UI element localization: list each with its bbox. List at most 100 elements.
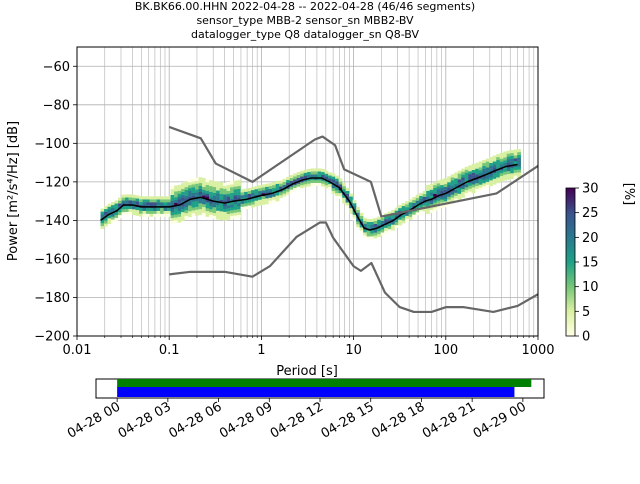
heatmap-cell <box>198 200 203 204</box>
coverage-tick-label: 04-28 12 <box>268 399 326 441</box>
heatmap-cell <box>216 184 220 188</box>
heatmap-cell <box>510 155 514 159</box>
heatmap-cell <box>440 179 444 183</box>
heatmap-cell <box>121 194 126 198</box>
heatmap-cell <box>223 185 227 189</box>
heatmap-cell <box>195 186 199 190</box>
heatmap-cell <box>202 189 206 193</box>
heatmap-cell <box>128 200 133 204</box>
heatmap-cell <box>496 157 500 161</box>
heatmap-cell <box>471 175 476 179</box>
heatmap-cell <box>174 199 178 204</box>
heatmap-cell <box>191 178 196 182</box>
heatmap-cell <box>230 181 234 185</box>
heatmap-cell <box>107 218 112 222</box>
heatmap-cell <box>219 199 224 203</box>
heatmap-cell <box>513 172 518 176</box>
heatmap-cell <box>216 190 220 194</box>
heatmap-cell <box>184 195 189 199</box>
heatmap-cell <box>387 228 392 233</box>
heatmap-cell <box>454 192 458 196</box>
heatmap-cell <box>226 202 231 206</box>
heatmap-cell <box>167 202 171 206</box>
heatmap-cell <box>468 191 472 195</box>
heatmap-cell <box>177 219 182 223</box>
heatmap-cell <box>163 213 168 217</box>
heatmap-cell <box>174 211 178 215</box>
heatmap-cell <box>450 194 455 198</box>
heatmap-cell <box>408 205 413 209</box>
heatmap-cell <box>450 177 455 181</box>
heatmap-cell <box>307 171 311 175</box>
heatmap-cell <box>356 224 360 228</box>
coverage-tick-label: 04-29 00 <box>471 399 529 441</box>
heatmap-cell <box>429 189 434 193</box>
heatmap-cell <box>177 199 182 203</box>
heatmap-cell <box>338 181 343 185</box>
heatmap-cell <box>380 220 385 224</box>
heatmap-cell <box>212 198 217 202</box>
heatmap-cell <box>181 185 185 190</box>
heatmap-cell <box>443 178 448 182</box>
heatmap-cell <box>429 209 434 213</box>
heatmap-cell <box>135 212 140 216</box>
heatmap-cell <box>265 201 269 205</box>
heatmap-cell <box>335 181 339 185</box>
heatmap-cell <box>160 202 164 206</box>
y-axis: −200 −180 −160 −140 −120 −100 −80 −60 <box>34 60 77 345</box>
heatmap-cell <box>499 173 504 177</box>
heatmap-cell <box>153 207 157 211</box>
heatmap-cell <box>310 179 315 184</box>
heatmap-cell <box>405 207 409 211</box>
heatmap-cell <box>205 179 210 183</box>
heatmap-cell <box>468 174 472 178</box>
heatmap-cell <box>324 170 329 174</box>
heatmap-cell <box>499 155 504 159</box>
heatmap-cell <box>153 213 157 217</box>
heatmap-cell <box>464 186 469 191</box>
y-tick-label: −140 <box>34 214 70 229</box>
heatmap-cell <box>212 183 217 188</box>
heatmap-cell <box>128 194 133 198</box>
heatmap-cell <box>170 194 175 198</box>
data-coverage-bar <box>117 379 532 387</box>
heatmap-cell <box>436 200 441 204</box>
heatmap-cell <box>499 164 504 168</box>
nhnm-line <box>168 125 538 218</box>
heatmap-cell <box>226 213 231 217</box>
heatmap-cell <box>226 208 231 212</box>
heatmap-cell <box>104 206 108 210</box>
heatmap-cell <box>377 228 381 232</box>
heatmap-cell <box>258 190 262 195</box>
heatmap-cell <box>443 189 448 193</box>
heatmap-cell <box>331 176 336 180</box>
heatmap-cell <box>188 196 192 200</box>
heatmap-cell <box>338 190 343 194</box>
heatmap-cell <box>366 233 371 237</box>
heatmap-cell <box>219 185 224 189</box>
heatmap-cell <box>471 169 476 173</box>
heatmap-cell <box>517 166 521 170</box>
heatmap-cell <box>415 206 420 210</box>
heatmap-cell <box>342 188 346 193</box>
heatmap-cell <box>331 179 336 183</box>
heatmap-cell <box>296 171 301 176</box>
heatmap-cell <box>261 198 266 202</box>
heatmap-cell <box>394 219 399 223</box>
heatmap-cell <box>107 221 112 225</box>
heatmap-cell <box>139 207 143 211</box>
heatmap-cell <box>398 207 402 212</box>
heatmap-cell <box>219 208 224 212</box>
heatmap-cell <box>503 154 507 158</box>
heatmap-cell <box>517 154 521 158</box>
heatmap-cell <box>195 200 199 204</box>
heatmap-cell <box>170 215 175 219</box>
heatmap-cell <box>433 199 437 203</box>
heatmap-cell <box>156 207 161 211</box>
heatmap-cell <box>450 185 455 189</box>
heatmap-cell <box>335 175 339 179</box>
heatmap-cell <box>457 182 462 186</box>
heatmap-cell <box>394 207 399 211</box>
heatmap-cell <box>258 188 262 192</box>
heatmap-cell <box>233 212 238 216</box>
